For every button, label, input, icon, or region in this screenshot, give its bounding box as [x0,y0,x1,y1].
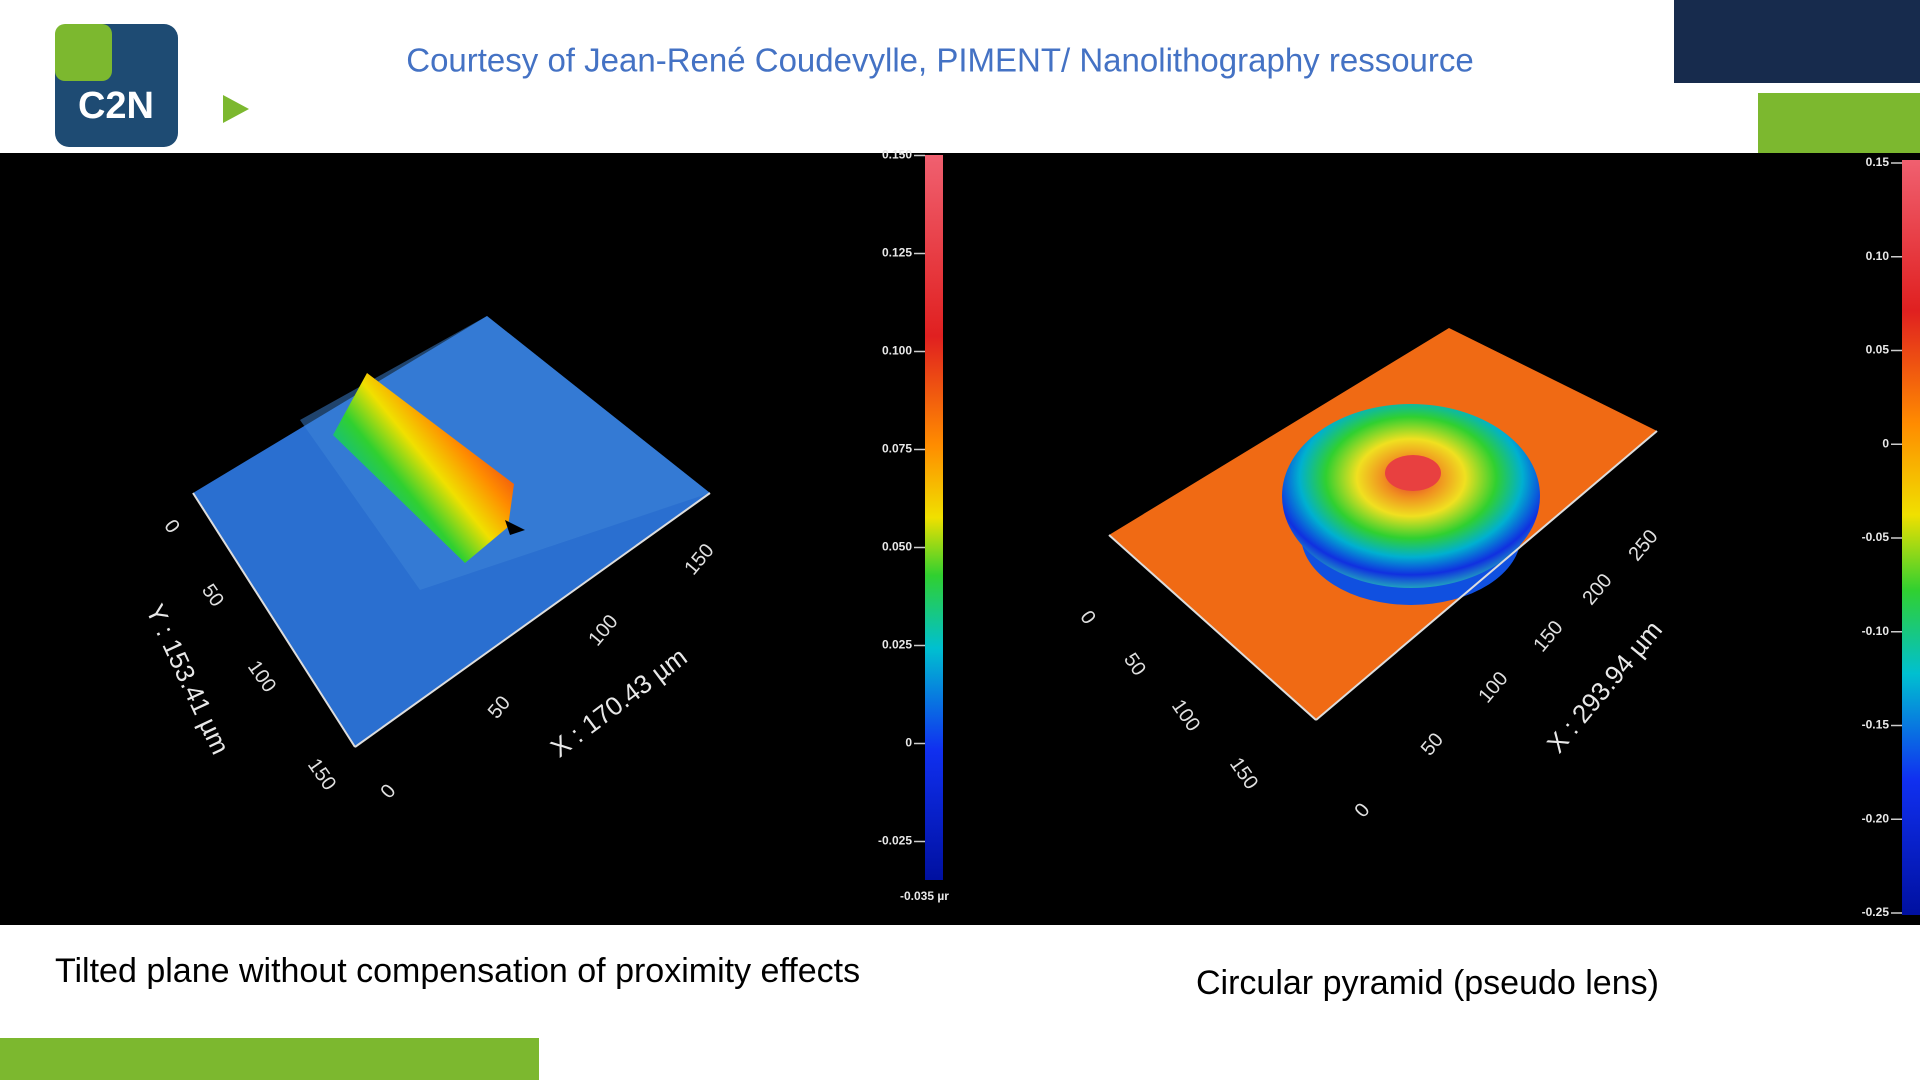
ridge [333,373,514,563]
caption: Tilted plane without compensation of pro… [55,952,860,990]
colorbar-tick-label: 0.05 [1866,343,1890,357]
colorbar-tick-label: -0.15 [1862,718,1890,732]
colorbar-min: -0.035 µr [900,889,949,903]
lens-top [1385,455,1441,491]
axis-line [354,492,711,748]
axis-line [1108,534,1317,721]
colorbar-tick-label: 0.125 [882,246,912,260]
colorbar-tick-label: -0.05 [1862,530,1890,544]
colorbar-tick-label: -0.025 [878,834,912,848]
colorbar-tick-label: 0.075 [882,442,912,456]
colorbar-tick-label: 0.150 [882,148,912,162]
colorbar-tick-label: 0.10 [1866,249,1890,263]
lens [1282,404,1540,588]
colorbar-tick-label: 0.15 [1866,155,1890,169]
colorbar-tick-label: -0.10 [1862,624,1890,638]
caption: Circular pyramid (pseudo lens) [1196,964,1659,1002]
bullet [223,95,249,123]
header-title: Courtesy of Jean-René Coudevylle, PIMENT… [406,42,1474,79]
colorbar-tick-label: 0.100 [882,344,912,358]
colorbar-tick-label: 0 [1882,436,1889,450]
colorbar-tick-label: 0.025 [882,638,912,652]
axis-line [1315,430,1658,721]
colorbar [925,155,943,880]
colorbar-tick-label: 0.050 [882,540,912,554]
footer-bar [0,1038,539,1080]
corner-navy [1674,0,1920,83]
colorbar [1902,160,1920,915]
corner-green [1758,93,1920,153]
plane-shade [300,316,710,590]
axis-line [192,492,356,748]
ridge-shadow [505,520,525,535]
colorbar-tick-label: -0.25 [1862,905,1890,919]
colorbar-tick-label: -0.20 [1862,811,1890,825]
logo-text: C2N [78,85,154,127]
logo-square [55,24,112,81]
colorbar-tick-label: 0 [905,736,912,750]
